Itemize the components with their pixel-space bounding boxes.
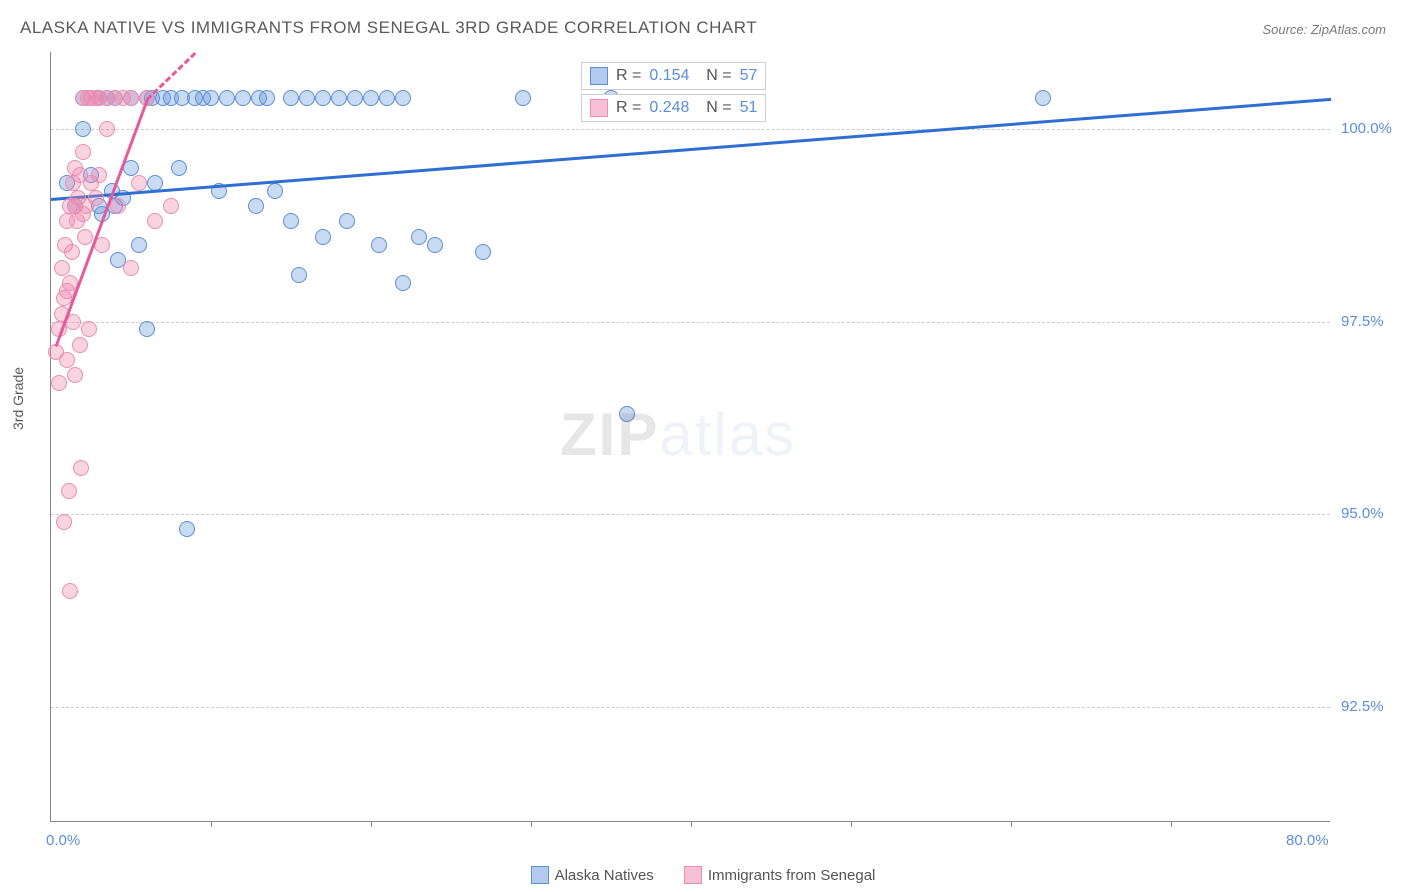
data-point: [339, 213, 355, 229]
correlation-info-box: R = 0.154 N = 57: [581, 62, 766, 90]
data-point: [283, 213, 299, 229]
data-point: [179, 521, 195, 537]
data-point: [88, 190, 104, 206]
data-point: [139, 321, 155, 337]
gridline: [51, 322, 1330, 323]
gridline: [51, 707, 1330, 708]
x-tick: [851, 821, 852, 827]
data-point: [163, 198, 179, 214]
data-point: [171, 160, 187, 176]
data-point: [315, 90, 331, 106]
data-point: [291, 267, 307, 283]
data-point: [379, 90, 395, 106]
data-point: [203, 90, 219, 106]
data-point: [73, 460, 89, 476]
data-point: [619, 406, 635, 422]
data-point: [1035, 90, 1051, 106]
x-tick: [371, 821, 372, 827]
swatch-icon: [590, 99, 608, 117]
x-tick-label: 80.0%: [1286, 832, 1329, 849]
x-tick: [691, 821, 692, 827]
data-point: [331, 90, 347, 106]
data-point: [75, 144, 91, 160]
data-point: [283, 90, 299, 106]
legend: Alaska Natives Immigrants from Senegal: [0, 866, 1406, 884]
data-point: [427, 237, 443, 253]
data-point: [51, 375, 67, 391]
data-point: [475, 244, 491, 260]
data-point: [235, 90, 251, 106]
gridline: [51, 514, 1330, 515]
data-point: [67, 367, 83, 383]
data-point: [315, 229, 331, 245]
swatch-icon: [531, 866, 549, 884]
chart-title: ALASKA NATIVE VS IMMIGRANTS FROM SENEGAL…: [20, 18, 757, 38]
data-point: [81, 321, 97, 337]
x-tick: [1171, 821, 1172, 827]
data-point: [219, 90, 235, 106]
data-point: [395, 275, 411, 291]
data-point: [131, 175, 147, 191]
data-point: [75, 121, 91, 137]
data-point: [62, 583, 78, 599]
legend-item: Immigrants from Senegal: [684, 866, 876, 884]
swatch-icon: [590, 67, 608, 85]
data-point: [411, 229, 427, 245]
swatch-icon: [684, 866, 702, 884]
data-point: [99, 121, 115, 137]
data-point: [395, 90, 411, 106]
data-point: [515, 90, 531, 106]
x-tick: [531, 821, 532, 827]
data-point: [147, 213, 163, 229]
data-point: [110, 198, 126, 214]
data-point: [56, 514, 72, 530]
data-point: [61, 483, 77, 499]
legend-item: Alaska Natives: [531, 866, 654, 884]
x-tick-label: 0.0%: [46, 832, 80, 849]
y-axis-label: 3rd Grade: [10, 367, 26, 430]
data-point: [131, 237, 147, 253]
correlation-info-box: R = 0.248 N = 51: [581, 94, 766, 122]
data-point: [371, 237, 387, 253]
data-point: [72, 337, 88, 353]
data-point: [64, 244, 80, 260]
y-tick-label: 97.5%: [1341, 313, 1384, 330]
source-label: Source: ZipAtlas.com: [1262, 22, 1386, 37]
data-point: [123, 90, 139, 106]
y-tick-label: 100.0%: [1341, 120, 1392, 137]
data-point: [259, 90, 275, 106]
data-point: [77, 229, 93, 245]
gridline: [51, 129, 1330, 130]
data-point: [123, 260, 139, 276]
x-tick: [1011, 821, 1012, 827]
data-point: [54, 260, 70, 276]
y-tick-label: 92.5%: [1341, 698, 1384, 715]
y-tick-label: 95.0%: [1341, 505, 1384, 522]
data-point: [363, 90, 379, 106]
data-point: [91, 167, 107, 183]
x-tick: [211, 821, 212, 827]
scatter-plot-area: 92.5%95.0%97.5%100.0%0.0%80.0%R = 0.154 …: [50, 52, 1330, 822]
data-point: [299, 90, 315, 106]
data-point: [248, 198, 264, 214]
data-point: [59, 352, 75, 368]
data-point: [347, 90, 363, 106]
data-point: [267, 183, 283, 199]
